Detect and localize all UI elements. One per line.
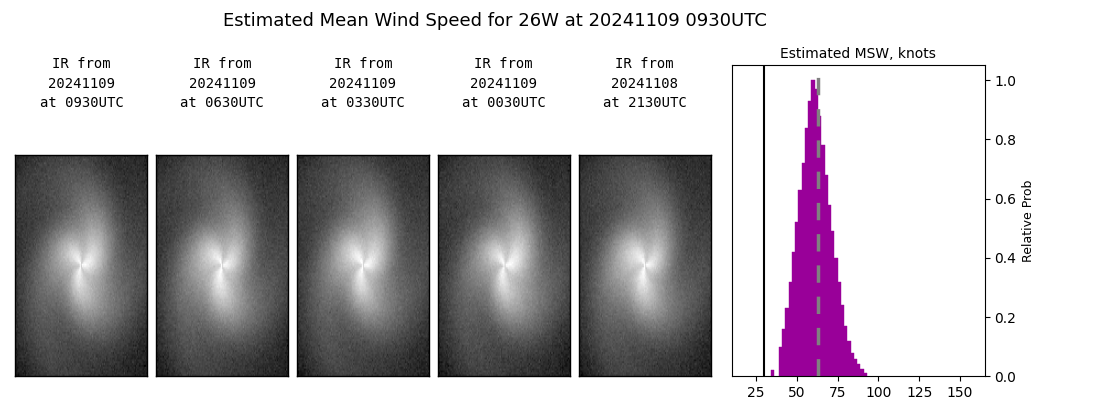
Title: Estimated MSW, knots: Estimated MSW, knots [780, 47, 936, 61]
Bar [785, 308, 789, 376]
Text: IR from
20241108
at 2130UTC: IR from 20241108 at 2130UTC [603, 57, 686, 110]
Bar [771, 371, 774, 376]
Text: IR from
20241109
at 0930UTC: IR from 20241109 at 0930UTC [40, 57, 123, 110]
Bar [825, 175, 828, 376]
Bar [850, 353, 854, 376]
Bar [857, 364, 860, 376]
Bar [828, 204, 832, 376]
Bar [818, 116, 822, 376]
Bar [832, 231, 834, 376]
Bar [847, 341, 850, 376]
Text: Estimated Mean Wind Speed for 26W at 20241109 0930UTC: Estimated Mean Wind Speed for 26W at 202… [223, 12, 767, 30]
Bar [840, 305, 844, 376]
Bar [834, 258, 837, 376]
Text: IR from
20241109
at 0330UTC: IR from 20241109 at 0330UTC [321, 57, 405, 110]
Bar [789, 281, 792, 376]
Bar [808, 101, 812, 376]
Bar [805, 128, 808, 376]
Bar [792, 252, 795, 376]
Bar [860, 369, 864, 376]
Text: IR from
20241109
at 0030UTC: IR from 20241109 at 0030UTC [462, 57, 546, 110]
Bar [795, 222, 799, 376]
Bar [844, 326, 847, 376]
Bar [864, 373, 867, 376]
Bar [812, 80, 815, 376]
Bar [802, 163, 805, 376]
Text: IR from
20241109
at 0630UTC: IR from 20241109 at 0630UTC [180, 57, 264, 110]
Bar [799, 190, 802, 376]
Bar [854, 359, 857, 376]
Bar [815, 89, 818, 376]
Bar [822, 145, 825, 376]
Bar [779, 347, 782, 376]
Bar [837, 281, 840, 376]
Y-axis label: Relative Prob: Relative Prob [1022, 180, 1035, 262]
Bar [782, 329, 785, 376]
